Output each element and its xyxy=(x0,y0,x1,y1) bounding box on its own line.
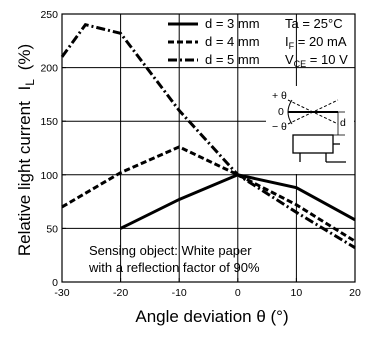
diagram-d: d xyxy=(340,117,346,129)
legend-label-d5: d = 5 mm xyxy=(205,52,260,67)
sensing-note-line-2: with a reflection factor of 90% xyxy=(88,260,260,275)
y-tick-label: 250 xyxy=(40,9,58,21)
y-axis-title-symbol: I xyxy=(15,86,34,91)
diagram-theta-plus: + θ xyxy=(272,90,287,102)
x-tick-label: 10 xyxy=(291,287,303,299)
y-tick-label: 200 xyxy=(40,63,58,75)
legend-label-d4: d = 4 mm xyxy=(205,34,260,49)
y-tick-label: 150 xyxy=(40,116,58,128)
diagram-background xyxy=(266,86,354,174)
x-tick-label: -10 xyxy=(172,287,187,299)
x-tick-labels: -30 -20 -10 0 10 20 xyxy=(54,287,361,299)
series-line-d5 xyxy=(60,23,356,249)
sensor-diagram: + θ 0 − θ d xyxy=(266,86,354,174)
condition-vce: VCE = 10 V xyxy=(285,52,348,69)
test-conditions: Ta = 25°C IF = 20 mA VCE = 10 V xyxy=(285,16,348,69)
grid xyxy=(62,14,355,282)
diagram-theta-minus: − θ xyxy=(272,121,287,133)
diagram-arc xyxy=(287,99,293,125)
series-lines xyxy=(60,23,356,249)
tick-marks xyxy=(61,13,356,283)
y-tick-label: 100 xyxy=(40,170,58,182)
diagram-zero: 0 xyxy=(278,106,284,118)
x-axis-title: Angle deviation θ (°) xyxy=(135,307,288,326)
y-axis-title-subscript: L xyxy=(23,79,37,86)
legend-label-d3: d = 3 mm xyxy=(205,16,260,31)
x-tick-label: -30 xyxy=(54,287,69,299)
x-tick-label: 0 xyxy=(235,287,241,299)
y-tick-label: 50 xyxy=(46,223,58,235)
condition-if: IF = 20 mA xyxy=(285,34,347,51)
sensing-note: Sensing object: White paper with a refle… xyxy=(88,243,260,275)
x-tick-label: 20 xyxy=(349,287,361,299)
series-line-d4 xyxy=(61,145,356,243)
y-axis-title-unit: (%) xyxy=(15,44,34,70)
y-tick-label: 0 xyxy=(52,277,58,289)
y-tick-labels: 0 50 100 150 200 250 xyxy=(40,9,58,289)
y-axis-title: Relative light current IL (%) xyxy=(15,44,38,256)
x-tick-label: -20 xyxy=(113,287,128,299)
diagram-sensor-body xyxy=(292,134,334,154)
sensing-note-line-1: Sensing object: White paper xyxy=(89,243,252,258)
condition-ta: Ta = 25°C xyxy=(285,16,343,31)
plot-frame xyxy=(61,13,356,283)
legend: d = 3 mm d = 4 mm d = 5 mm xyxy=(168,16,260,67)
diagram-tilt-minus xyxy=(287,99,339,125)
y-axis-title-main: Relative light current xyxy=(15,101,34,256)
